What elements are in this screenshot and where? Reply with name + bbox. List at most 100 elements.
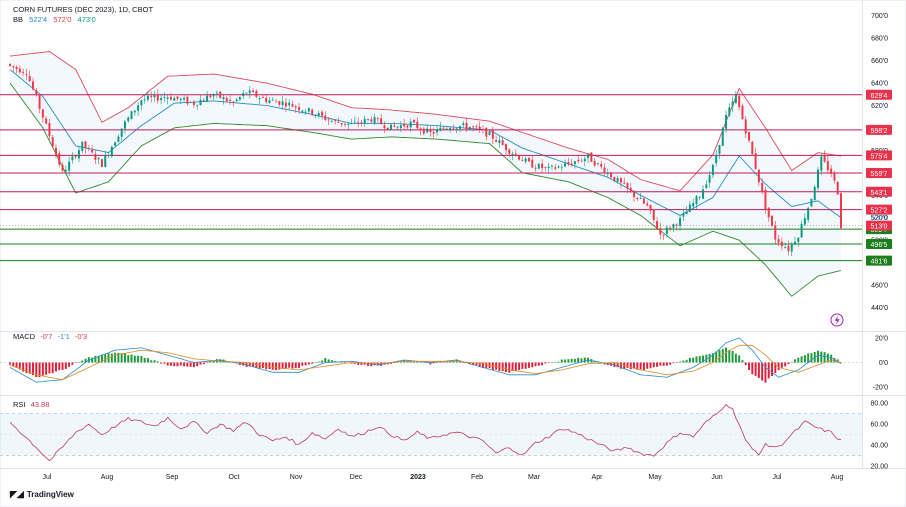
candle-body <box>518 155 521 160</box>
macd-histogram-bar <box>541 362 544 366</box>
macd-histogram-bar <box>363 362 366 365</box>
candle-body <box>468 126 471 130</box>
candle-body <box>544 167 547 168</box>
price-level-tag <box>866 204 892 215</box>
macd-histogram-bar <box>350 362 353 364</box>
macd-histogram-bar <box>321 360 324 363</box>
candle-body <box>426 128 429 133</box>
candle-body <box>692 202 695 207</box>
macd-histogram-bar <box>527 362 530 368</box>
candle-body <box>409 121 412 128</box>
macd-histogram-bar <box>176 362 179 367</box>
tradingview-logo-icon: ◤◢ <box>10 489 24 499</box>
brand-name: TradingView <box>26 490 74 499</box>
candle-body <box>721 127 724 146</box>
candle-body <box>705 184 708 189</box>
macd-histogram-bar <box>32 362 34 376</box>
macd-histogram-bar <box>439 362 442 363</box>
candle-body <box>265 97 268 103</box>
candle-body <box>77 150 80 159</box>
y-tick-label: 680'0 <box>871 36 888 43</box>
macd-histogram-bar <box>137 355 140 363</box>
candle-body <box>84 141 87 149</box>
x-tick-label: Sep <box>166 474 179 481</box>
macd-histogram-bar <box>771 362 774 377</box>
candle-body <box>225 97 228 102</box>
macd-histogram-bar <box>478 362 481 368</box>
price-level-tag <box>866 89 892 100</box>
macd-histogram-bar <box>633 362 636 369</box>
macd-histogram-bar <box>127 355 130 363</box>
candle-body <box>238 97 241 100</box>
candle-body <box>314 114 317 116</box>
macd-histogram-bar <box>573 359 576 363</box>
macd-histogram-bar <box>143 357 146 363</box>
macd-histogram-bar <box>357 362 360 365</box>
macd-histogram-bar <box>48 362 51 374</box>
candle-body <box>498 140 501 144</box>
candle-body <box>307 108 310 112</box>
candle-body <box>501 140 504 145</box>
macd-y-tick-label: 20'0 <box>875 335 888 342</box>
y-tick-label: 440'0 <box>871 305 888 312</box>
bb-label: BB <box>13 15 24 24</box>
price-level-tag <box>866 167 892 178</box>
candle-body <box>373 117 376 124</box>
candle-body <box>153 94 156 98</box>
macd-histogram-bar <box>258 362 261 369</box>
candle-body <box>541 163 544 169</box>
price-level-tag-text: 481'6 <box>871 259 888 266</box>
candle-body <box>803 218 806 225</box>
macd-histogram-bar <box>807 353 810 363</box>
macd-histogram-bar <box>153 360 156 363</box>
candle-body <box>564 163 567 167</box>
candle-body <box>521 159 524 161</box>
macd-histogram-bar <box>452 361 455 363</box>
price-level-tag <box>866 186 892 197</box>
macd-histogram-bar <box>826 353 829 363</box>
candle-body <box>281 101 284 105</box>
macd-histogram-bar <box>738 355 741 363</box>
candle-body <box>284 102 287 107</box>
bolt-icon[interactable] <box>830 313 844 327</box>
candle-body <box>137 105 140 111</box>
macd-histogram-bar <box>774 362 777 374</box>
bb-lower-value: 473'0 <box>77 15 96 24</box>
y-tick-label: 660'0 <box>871 58 888 65</box>
macd-histogram-bar <box>672 362 675 364</box>
candle-body <box>491 130 494 139</box>
candle-body <box>695 196 698 205</box>
candle-body <box>169 96 172 100</box>
macd-histogram-bar <box>577 357 580 363</box>
candle-body <box>376 118 379 119</box>
macd-histogram-bar <box>41 362 44 376</box>
bb-basis-tag-text: 520'0 <box>871 215 888 222</box>
candle-body <box>242 93 245 97</box>
candle-body <box>41 109 44 118</box>
macd-histogram-bar <box>304 362 307 366</box>
candle-body <box>462 123 465 125</box>
y-tick-label: 620'0 <box>871 103 888 110</box>
candle-body <box>531 159 534 168</box>
candle-body <box>744 119 747 134</box>
tradingview-footer[interactable]: ◤◢ TradingView <box>10 489 74 500</box>
macd-histogram-bar <box>501 362 504 372</box>
macd-histogram-bar <box>675 362 678 363</box>
candle-body <box>104 155 107 167</box>
candle-body <box>685 211 688 215</box>
price-level-tag-text: 629'4 <box>871 93 888 100</box>
macd-histogram-bar <box>767 362 770 379</box>
candle-body <box>800 223 803 238</box>
bb-upper-value: 572'0 <box>53 15 72 24</box>
macd-histogram-bar <box>803 355 806 363</box>
candle-body <box>268 100 271 104</box>
macd-histogram-bar <box>830 354 833 363</box>
macd-pane <box>0 337 862 383</box>
macd-histogram-bar <box>163 362 166 364</box>
candle-body <box>344 123 347 125</box>
candle-body <box>665 227 668 234</box>
bb-basis-value: 522'4 <box>29 15 48 24</box>
macd-histogram-bar <box>698 356 701 363</box>
candle-body <box>363 118 366 124</box>
macd-histogram-bar <box>94 355 97 363</box>
